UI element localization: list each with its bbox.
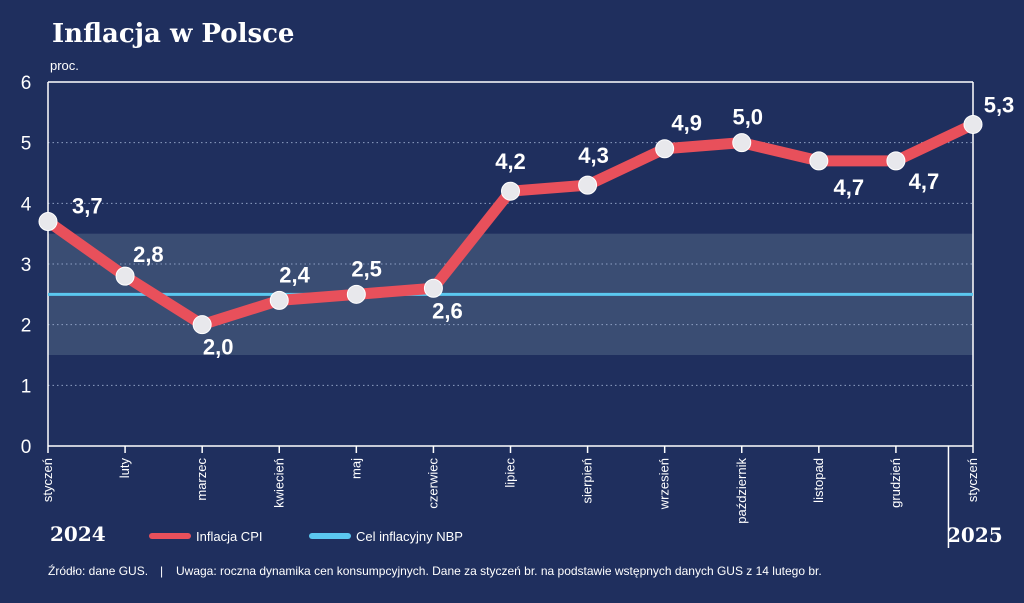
cpi-point (732, 133, 752, 153)
cpi-data-label: 4,7 (834, 175, 865, 200)
cpi-point (269, 290, 289, 310)
x-tick-label: sierpień (580, 458, 595, 504)
axes (47, 81, 974, 548)
cpi-point (963, 114, 983, 134)
chart-title: Inflacja w Polsce (52, 19, 294, 49)
legend-cpi-label: Inflacja CPI (196, 529, 262, 544)
cpi-data-labels: 3,7 2,8 2,0 2,4 2,5 2,6 4,2 4,3 4,9 5,0 4,7 4,7 5,3 (72, 92, 1014, 359)
cpi-data-label: 5,0 (732, 105, 763, 130)
cpi-point (578, 175, 598, 195)
cpi-data-label: 2,4 (279, 262, 310, 287)
cpi-data-label: 4,3 (578, 143, 609, 168)
y-tick-label: 6 (21, 73, 32, 94)
x-tick-label: marzec (194, 458, 209, 501)
x-tick-label: maj (348, 458, 363, 479)
footer: Źródło: dane GUS. | Uwaga: roczna dynami… (48, 563, 822, 578)
x-tick-label: luty (117, 458, 132, 479)
legend: Inflacja CPI Cel inflacyjny NBP (149, 529, 463, 544)
x-tick-label: lipiec (503, 458, 518, 488)
cpi-data-label: 2,5 (351, 256, 382, 281)
cpi-point (192, 315, 212, 335)
x-tick-label: kwiecień (271, 458, 286, 508)
cpi-points (38, 114, 983, 335)
x-tick-label: wrzesień (657, 458, 672, 510)
y-tick-label: 4 (21, 194, 32, 215)
y-tick-label: 5 (21, 134, 32, 155)
legend-target-label: Cel inflacyjny NBP (356, 529, 463, 544)
cpi-point (655, 139, 675, 159)
cpi-data-label: 2,8 (133, 242, 164, 267)
cpi-data-label: 2,6 (432, 298, 463, 323)
x-tick-label: styczeń (40, 458, 55, 502)
footer-note: Uwaga: roczna dynamika cen konsumpcyjnyc… (176, 564, 822, 578)
cpi-point (809, 151, 829, 171)
x-tick-label: listopad (811, 458, 826, 503)
y-tick-labels: 0 1 2 3 4 5 6 (21, 73, 32, 458)
footer-source: Źródło: dane GUS. (48, 563, 148, 578)
cpi-data-label: 2,0 (203, 335, 234, 360)
cpi-data-label: 5,3 (984, 92, 1015, 117)
cpi-point (38, 212, 58, 232)
footer-separator: | (160, 564, 163, 578)
y-tick-label: 0 (21, 437, 32, 458)
x-tick-label: czerwiec (425, 458, 440, 509)
cpi-data-label: 3,7 (72, 194, 103, 219)
year-label-2024: 2024 (50, 522, 106, 546)
cpi-data-label: 4,7 (909, 169, 940, 194)
y-unit-label: proc. (50, 58, 79, 73)
cpi-point (346, 284, 366, 304)
year-label-2025: 2025 (947, 523, 1003, 547)
x-tick-label: styczeń (965, 458, 980, 502)
x-tick-label: październik (734, 458, 749, 524)
cpi-data-label: 4,2 (495, 149, 526, 174)
x-tick-labels: styczeń luty marzec kwiecień maj czerwiec lipi… (40, 458, 980, 524)
cpi-point (115, 266, 135, 286)
cpi-point (423, 278, 443, 298)
cpi-point (886, 151, 906, 171)
y-tick-label: 3 (21, 255, 32, 276)
x-tick-label: grudzień (888, 458, 903, 508)
cpi-data-label: 4,9 (671, 111, 702, 136)
y-tick-label: 2 (21, 316, 32, 337)
cpi-point (501, 181, 520, 201)
y-tick-label: 1 (21, 376, 32, 397)
